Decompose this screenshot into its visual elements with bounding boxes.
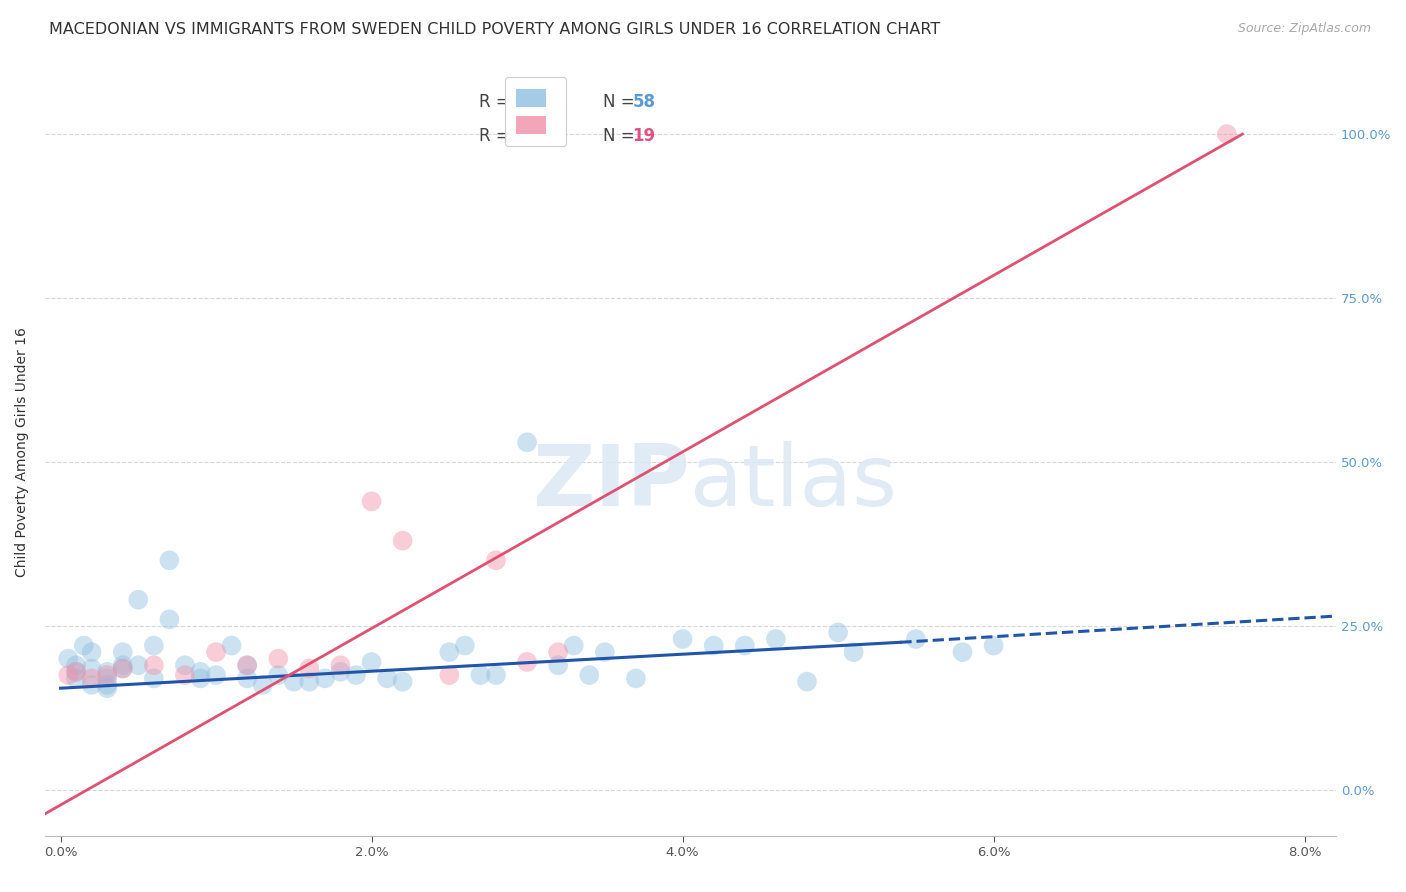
Point xyxy=(314,671,336,685)
Point xyxy=(58,668,80,682)
Point xyxy=(65,658,87,673)
Point xyxy=(439,668,461,682)
Point xyxy=(236,658,259,673)
Point xyxy=(127,592,149,607)
Point xyxy=(96,668,118,682)
Text: N =: N = xyxy=(603,127,640,145)
Point xyxy=(174,668,197,682)
Point xyxy=(562,639,585,653)
Point xyxy=(111,645,134,659)
Point xyxy=(842,645,865,659)
Point xyxy=(485,553,508,567)
Point xyxy=(174,658,197,673)
Point xyxy=(127,658,149,673)
Point xyxy=(485,668,508,682)
Point xyxy=(283,674,305,689)
Text: 58: 58 xyxy=(633,94,655,112)
Point xyxy=(157,612,180,626)
Text: N =: N = xyxy=(603,94,640,112)
Point xyxy=(190,671,212,685)
Point xyxy=(578,668,600,682)
Point xyxy=(221,639,243,653)
Point xyxy=(96,671,118,685)
Point xyxy=(454,639,477,653)
Point xyxy=(80,678,103,692)
Point xyxy=(470,668,492,682)
Point xyxy=(267,668,290,682)
Point xyxy=(983,639,1005,653)
Y-axis label: Child Poverty Among Girls Under 16: Child Poverty Among Girls Under 16 xyxy=(15,327,30,577)
Point xyxy=(65,665,87,679)
Point xyxy=(96,681,118,696)
Point xyxy=(65,665,87,679)
Point xyxy=(205,645,228,659)
Point xyxy=(360,655,382,669)
Point xyxy=(952,645,974,659)
Point xyxy=(547,645,569,659)
Point xyxy=(593,645,616,659)
Point xyxy=(391,533,413,548)
Point xyxy=(329,658,352,673)
Point xyxy=(734,639,756,653)
Point xyxy=(73,639,96,653)
Point xyxy=(80,671,103,685)
Point xyxy=(298,661,321,675)
Point xyxy=(624,671,647,685)
Point xyxy=(375,671,398,685)
Point xyxy=(360,494,382,508)
Text: R =: R = xyxy=(478,94,515,112)
Text: 0.208: 0.208 xyxy=(515,94,567,112)
Text: R =: R = xyxy=(478,127,515,145)
Point xyxy=(80,645,103,659)
Point xyxy=(142,639,165,653)
Text: ZIP: ZIP xyxy=(533,442,690,524)
Point xyxy=(671,632,693,646)
Point xyxy=(142,658,165,673)
Point xyxy=(547,658,569,673)
Point xyxy=(516,435,538,450)
Point xyxy=(439,645,461,659)
Point xyxy=(111,661,134,675)
Point xyxy=(157,553,180,567)
Point xyxy=(391,674,413,689)
Point xyxy=(111,658,134,673)
Text: 0.894: 0.894 xyxy=(515,127,568,145)
Point xyxy=(190,665,212,679)
Point xyxy=(765,632,787,646)
Point xyxy=(236,658,259,673)
Point xyxy=(329,665,352,679)
Point xyxy=(236,671,259,685)
Point xyxy=(96,665,118,679)
Point xyxy=(1216,127,1239,141)
Text: MACEDONIAN VS IMMIGRANTS FROM SWEDEN CHILD POVERTY AMONG GIRLS UNDER 16 CORRELAT: MACEDONIAN VS IMMIGRANTS FROM SWEDEN CHI… xyxy=(49,22,941,37)
Point xyxy=(65,671,87,685)
Point xyxy=(298,674,321,689)
Point xyxy=(827,625,849,640)
Point xyxy=(267,651,290,665)
Point xyxy=(796,674,818,689)
Point xyxy=(96,678,118,692)
Point xyxy=(904,632,927,646)
Point xyxy=(80,661,103,675)
Point xyxy=(205,668,228,682)
Point xyxy=(252,678,274,692)
Point xyxy=(142,671,165,685)
Point xyxy=(516,655,538,669)
Text: atlas: atlas xyxy=(690,442,898,524)
Text: Source: ZipAtlas.com: Source: ZipAtlas.com xyxy=(1237,22,1371,36)
Text: 19: 19 xyxy=(633,127,655,145)
Point xyxy=(111,661,134,675)
Point xyxy=(344,668,367,682)
Point xyxy=(58,651,80,665)
Legend: , : , xyxy=(505,77,567,146)
Point xyxy=(703,639,725,653)
